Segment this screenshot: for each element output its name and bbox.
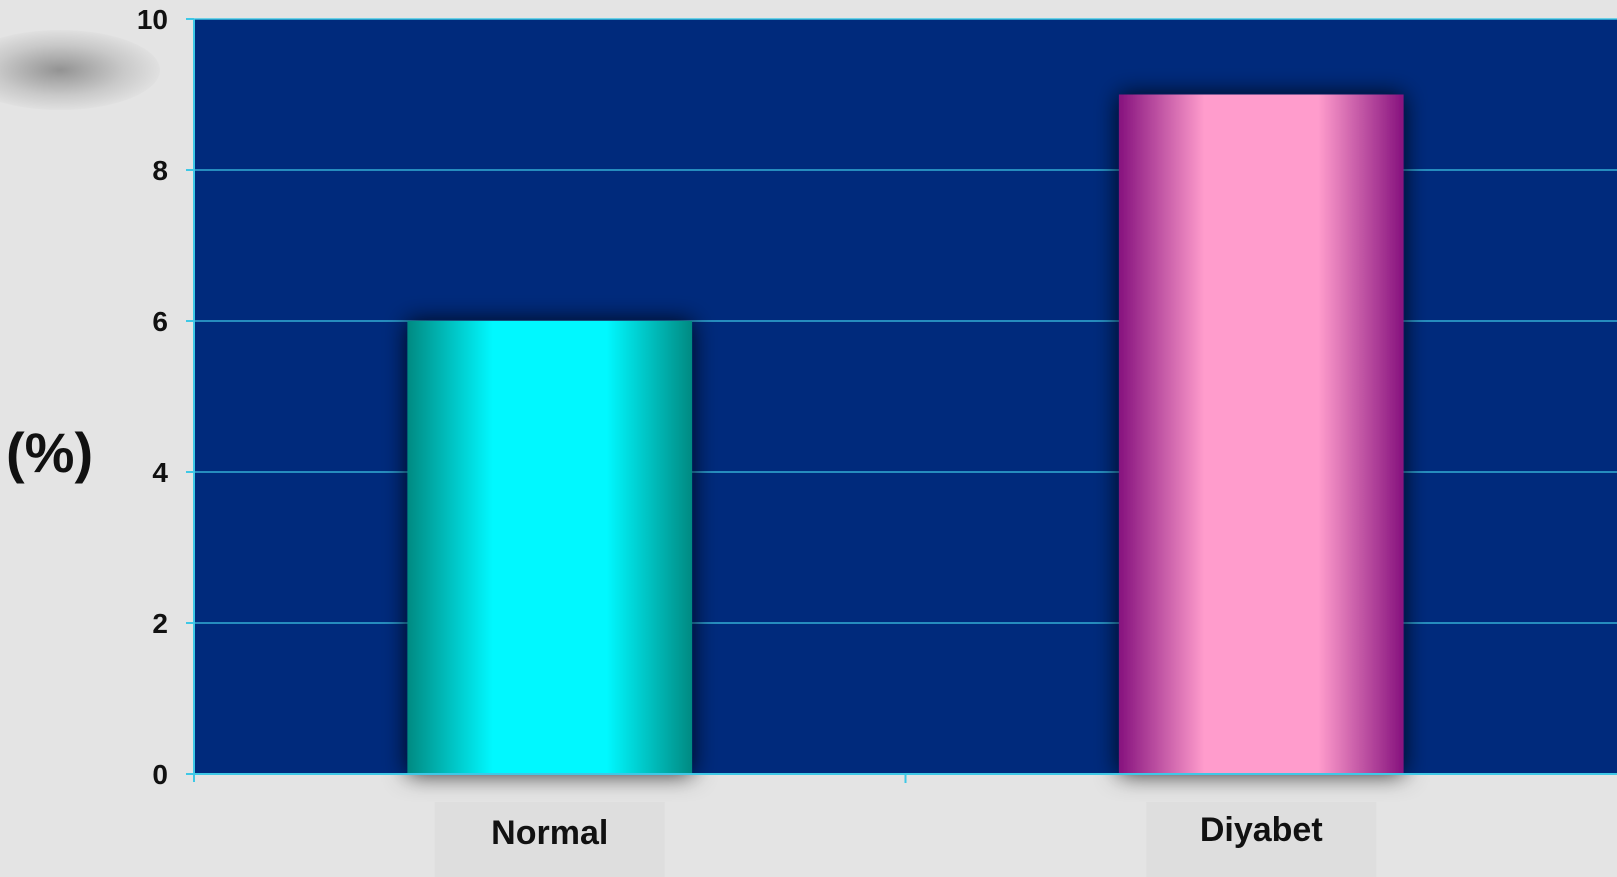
x-tick-label: Normal [491,814,608,852]
y-tick-label: 2 [152,608,168,639]
y-tick-label: 4 [152,457,168,488]
y-axis-label: (%) [6,421,94,484]
x-tick-label: Diyabet [1200,811,1323,849]
y-tick-label: 0 [152,759,168,790]
y-tick-label: 8 [152,155,168,186]
background-shadow [0,30,160,110]
x-label-panel [434,802,665,877]
y-tick-label: 10 [137,4,168,35]
bar-diyabet [1118,94,1404,774]
x-label-panel [1146,802,1377,877]
y-tick-label: 6 [152,306,168,337]
bar-normal [407,321,693,774]
